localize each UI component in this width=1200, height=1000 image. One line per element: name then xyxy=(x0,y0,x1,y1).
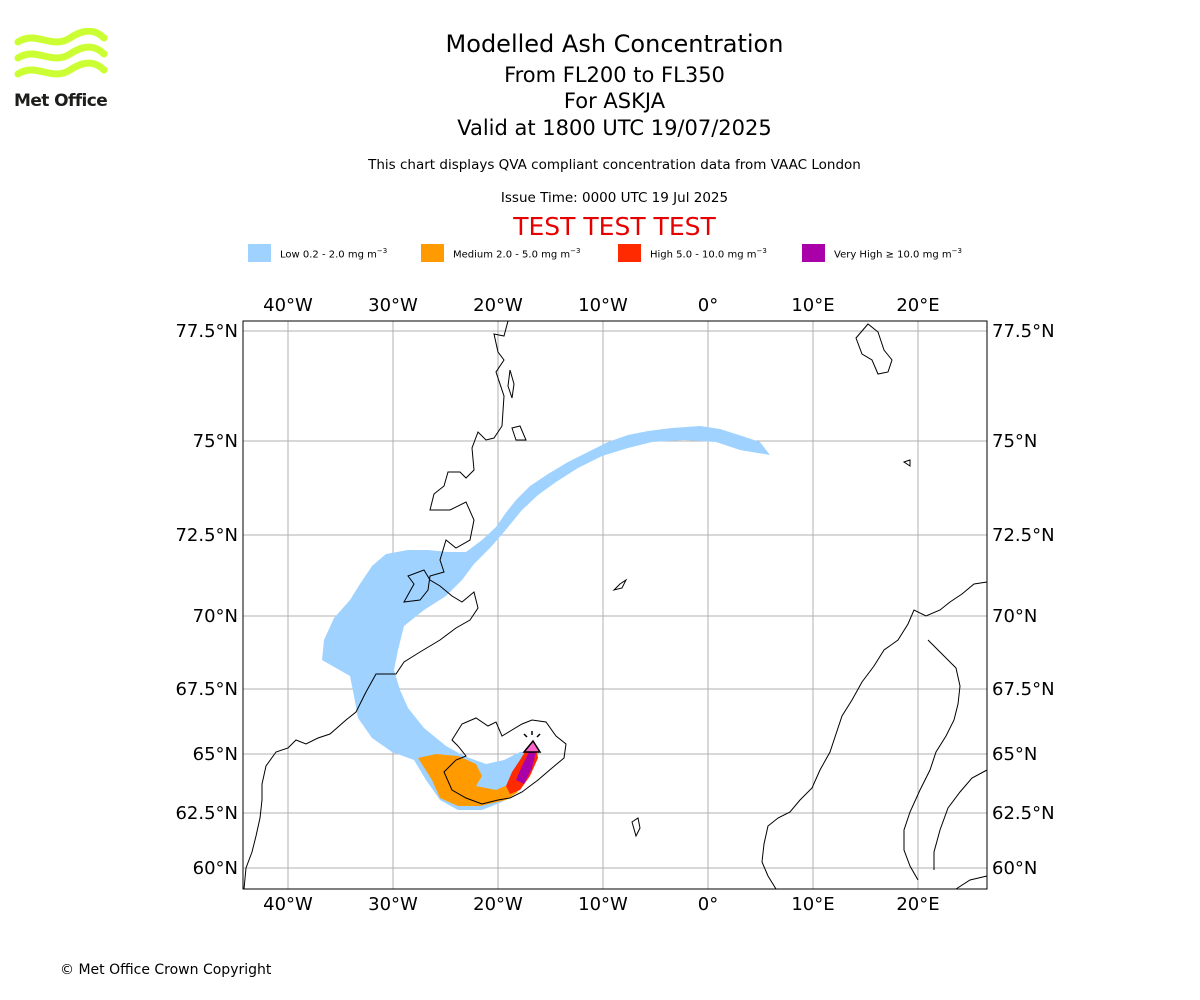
legend-label-high: High 5.0 - 10.0 mg m xyxy=(650,249,757,261)
legend-swatch-medium xyxy=(421,244,444,262)
lon-label-bottom-10e: 10°E xyxy=(791,894,834,915)
legend-swatch-low xyxy=(248,244,271,262)
lat-label-left-60n: 60°N xyxy=(193,858,238,879)
lon-label-bottom-0: 0° xyxy=(698,894,718,915)
lat-label-right-75n: 75°N xyxy=(992,431,1037,452)
lon-label-bottom-20e: 20°E xyxy=(896,894,939,915)
lon-label-top-20e: 20°E xyxy=(896,295,939,316)
lon-label-bottom-10w: 10°W xyxy=(578,894,628,915)
flight-level-subtitle: From FL200 to FL350 xyxy=(504,63,725,87)
ash-low-region xyxy=(322,426,770,810)
lat-label-right-77-5n: 77.5°N xyxy=(992,321,1055,342)
lon-label-top-10e: 10°E xyxy=(791,295,834,316)
lat-label-left-67-5n: 67.5°N xyxy=(175,679,238,700)
logo-text: Met Office xyxy=(14,91,108,111)
lon-label-bottom-30w: 30°W xyxy=(368,894,418,915)
lat-label-right-62-5n: 62.5°N xyxy=(992,803,1055,824)
volcano-subtitle: For ASKJA xyxy=(563,89,666,113)
coastlines xyxy=(243,320,988,890)
test-banner: TEST TEST TEST xyxy=(513,212,716,241)
legend-label-low: Low 0.2 - 2.0 mg m xyxy=(280,249,377,261)
lat-label-right-65n: 65°N xyxy=(992,744,1037,765)
lat-label-left-72-5n: 72.5°N xyxy=(175,525,238,546)
lon-label-top-20w: 20°W xyxy=(473,295,523,316)
lon-label-top-40w: 40°W xyxy=(263,295,313,316)
valid-time-subtitle: Valid at 1800 UTC 19/07/2025 xyxy=(457,116,772,140)
chart-title: Modelled Ash Concentration xyxy=(445,30,784,58)
lon-label-top-10w: 10°W xyxy=(578,295,628,316)
legend-exp-very-high: −3 xyxy=(951,247,962,255)
lat-label-left-70n: 70°N xyxy=(193,606,238,627)
legend-exp-low: −3 xyxy=(376,247,388,255)
lat-label-right-60n: 60°N xyxy=(992,858,1037,879)
lat-label-left-77-5n: 77.5°N xyxy=(175,321,238,342)
legend-exp-medium: −3 xyxy=(570,247,581,255)
legend-label-very-high: Very High ≥ 10.0 mg m xyxy=(834,249,952,261)
lat-label-right-70n: 70°N xyxy=(992,606,1037,627)
lat-label-left-62-5n: 62.5°N xyxy=(175,803,238,824)
legend-label-medium: Medium 2.0 - 5.0 mg m xyxy=(453,249,571,261)
lat-label-right-67-5n: 67.5°N xyxy=(992,679,1055,700)
lat-label-left-75n: 75°N xyxy=(193,431,238,452)
lon-label-top-30w: 30°W xyxy=(368,295,418,316)
lat-label-right-72-5n: 72.5°N xyxy=(992,525,1055,546)
legend-exp-high: −3 xyxy=(756,247,767,255)
lon-label-bottom-40w: 40°W xyxy=(263,894,313,915)
ash-medium-region xyxy=(418,754,518,806)
legend-swatch-high xyxy=(618,244,641,262)
volcano-icon xyxy=(522,731,542,753)
lon-label-bottom-20w: 20°W xyxy=(473,894,523,915)
lon-label-top-0: 0° xyxy=(698,295,718,316)
legend-swatch-very-high xyxy=(802,244,825,262)
copyright: © Met Office Crown Copyright xyxy=(60,962,272,978)
issue-time: Issue Time: 0000 UTC 19 Jul 2025 xyxy=(500,190,729,206)
map-frame xyxy=(242,320,988,890)
ash-very-high-region xyxy=(516,746,536,784)
chart-description: This chart displays QVA compliant concen… xyxy=(368,157,861,173)
met-office-logo xyxy=(14,28,108,78)
lat-label-left-65n: 65°N xyxy=(193,744,238,765)
